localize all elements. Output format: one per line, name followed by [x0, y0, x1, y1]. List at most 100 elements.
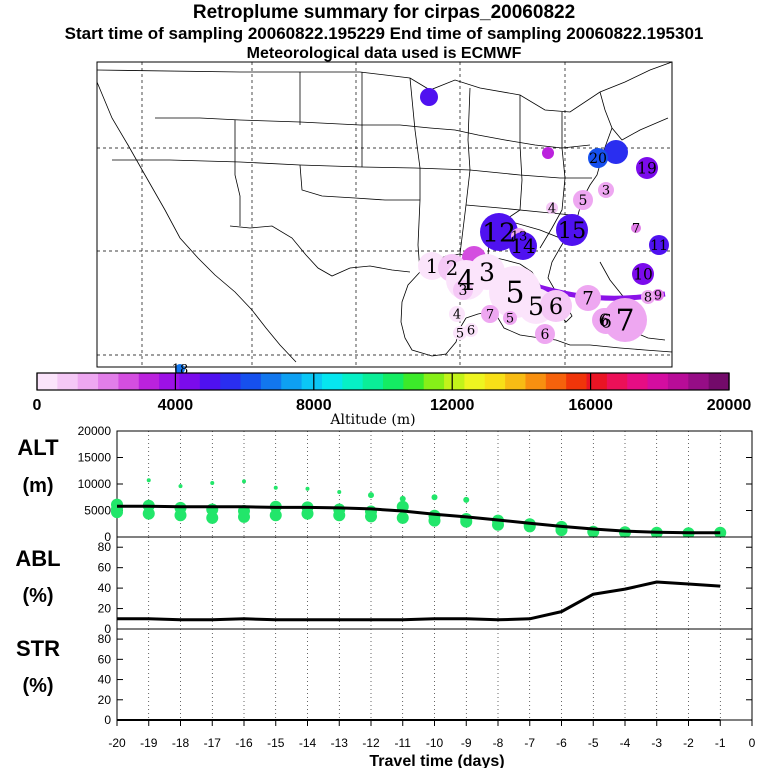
plume-marker: [598, 182, 614, 198]
colorbar-cell: [566, 373, 588, 390]
colorbar-tick-label: 0: [33, 397, 42, 414]
colorbar-cell: [586, 373, 608, 390]
plume-marker: [546, 202, 558, 214]
plume-label: 6: [467, 324, 475, 339]
plume-label: 4: [457, 264, 475, 297]
plume-label: 6: [599, 310, 610, 330]
plume-marker: [453, 326, 467, 340]
y-tick-label: 20: [98, 602, 112, 616]
colorbar-cell: [545, 373, 567, 390]
plume-marker: [632, 263, 654, 285]
plume-marker: [542, 147, 554, 159]
plume-label: 10: [633, 265, 653, 283]
particle-point: [206, 511, 219, 524]
plume-marker: [636, 157, 658, 179]
plume-label: 6: [549, 294, 563, 320]
colorbar-cell: [708, 373, 730, 390]
x-tick-label: -13: [331, 736, 349, 750]
plume-marker: [573, 190, 593, 210]
plume-marker: [652, 289, 664, 301]
particle-point: [111, 498, 123, 511]
plume-marker: [556, 214, 588, 246]
colorbar-cell: [57, 373, 79, 390]
plume-marker: [420, 88, 438, 106]
plume-label: 5: [505, 276, 524, 311]
x-tick-label: -20: [108, 736, 126, 750]
plume-label: 2: [446, 257, 458, 280]
colorbar-cell: [260, 373, 282, 390]
y-tick-label: 20: [98, 693, 112, 707]
colorbar-tick-label: 8000: [296, 397, 332, 414]
plume-marker: [649, 235, 669, 255]
x-tick-label: -8: [493, 736, 504, 750]
plume-label: 3: [602, 184, 610, 199]
plume-label: 3: [459, 283, 468, 299]
panel-2: 80 60 40 20 0 ABL (%): [15, 536, 753, 636]
plume-label: 7: [615, 304, 634, 339]
particle-point: [460, 512, 473, 525]
plume-label: 5: [528, 292, 544, 321]
plume-label: 3: [479, 258, 495, 287]
colorbar-tick-label: 20000: [707, 397, 752, 414]
y-axis-label: STR: [16, 636, 60, 661]
plume-label: 14: [511, 235, 536, 258]
particle-point: [399, 495, 406, 502]
colorbar-cell: [403, 373, 425, 390]
x-tick-label: -16: [235, 736, 253, 750]
plume-label: 5: [456, 327, 464, 342]
plume-label: 6: [541, 327, 550, 343]
colorbar-cell: [383, 373, 404, 390]
panel-3: 80 60 40 20 0 STR (%): [16, 628, 753, 727]
particle-point: [273, 485, 278, 490]
particle-point: [178, 484, 183, 489]
plume-marker: [575, 285, 601, 311]
y-tick-label: 0: [104, 713, 111, 727]
particle-point: [210, 480, 215, 485]
met-data-note: Meteorological data used is ECMWF: [246, 45, 522, 62]
colorbar-cell: [321, 373, 343, 390]
colorbar-cell: [627, 373, 649, 390]
colorbar-cell: [606, 373, 628, 390]
colorbar-cell: [484, 373, 506, 390]
x-tick-label: -12: [362, 736, 380, 750]
colorbar-cell: [240, 373, 262, 390]
plume-label: 19: [637, 159, 657, 177]
particle-point: [305, 486, 310, 491]
colorbar-cell: [423, 373, 445, 390]
x-tick-label: -17: [204, 736, 222, 750]
y-tick-label: 60: [98, 561, 112, 575]
x-tick-label: -14: [299, 736, 317, 750]
plume-label: 6: [600, 311, 612, 332]
plume-marker: [535, 324, 555, 344]
plume-marker: [503, 311, 517, 325]
plume-label: 7: [582, 288, 594, 309]
colorbar-cell: [667, 373, 689, 390]
plume-label: 5: [579, 193, 588, 209]
y-axis-label: (%): [22, 585, 53, 607]
plume-label: 8: [644, 291, 652, 306]
colorbar-cell: [199, 373, 221, 390]
colorbar-cell: [362, 373, 384, 390]
plume-label: 13: [511, 230, 528, 245]
x-tick-label: -4: [620, 736, 631, 750]
y-tick-label: 80: [98, 632, 112, 646]
colorbar-tick-label: 16000: [568, 397, 613, 414]
plume-label: 15: [558, 218, 587, 244]
y-tick-label: 0: [104, 622, 111, 636]
plume-label: 11: [650, 238, 668, 254]
y-tick-label: 40: [98, 673, 112, 687]
plume-label: 5: [506, 312, 514, 327]
y-tick-label: 15000: [78, 451, 112, 465]
plume-marker: [175, 364, 185, 374]
y-axis-label: ALT: [17, 435, 59, 460]
x-tick-label: -6: [556, 736, 567, 750]
colorbar-cell: [220, 373, 242, 390]
time-series-panels: 20000 15000 10000 5000 0 ALT (m) 80 60 40 20 0 ABL (%…: [15, 424, 753, 727]
x-tick-label: -2: [683, 736, 694, 750]
plume-label: 4: [548, 202, 556, 217]
x-axis-label: Travel time (days): [369, 753, 504, 768]
plume-marker: [509, 232, 537, 260]
plume-marker: [464, 323, 478, 337]
sampling-times: Start time of sampling 20060822.195229 E…: [64, 24, 704, 43]
